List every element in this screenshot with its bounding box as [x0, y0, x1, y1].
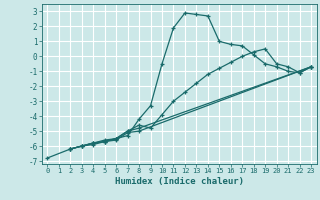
X-axis label: Humidex (Indice chaleur): Humidex (Indice chaleur) [115, 177, 244, 186]
